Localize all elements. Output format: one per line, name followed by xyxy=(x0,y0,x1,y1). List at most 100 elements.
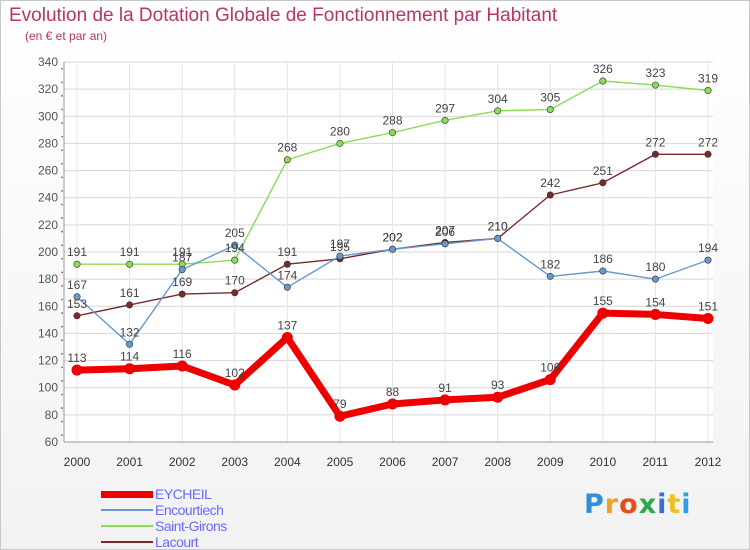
y-tick-label: 240 xyxy=(38,191,58,205)
data-point xyxy=(388,245,396,253)
data-label: 288 xyxy=(382,114,402,128)
data-label: 191 xyxy=(172,245,192,259)
legend-swatch xyxy=(101,490,153,498)
y-minor-tick xyxy=(61,325,63,328)
y-minor-tick xyxy=(61,217,63,219)
legend-item: Encourtiech xyxy=(101,502,227,518)
y-minor-tick xyxy=(61,230,63,233)
logo-letter: P xyxy=(584,489,605,520)
x-tick-label: 2009 xyxy=(537,455,564,469)
data-point xyxy=(231,241,239,249)
data-label: 191 xyxy=(67,245,87,259)
y-tick-label: 220 xyxy=(38,218,58,232)
data-label: 202 xyxy=(382,230,402,244)
x-tick-label: 2002 xyxy=(169,455,196,469)
data-point xyxy=(73,293,81,301)
logo-letter: r xyxy=(604,489,620,520)
data-point xyxy=(231,256,239,264)
y-minor-tick xyxy=(61,162,63,165)
data-point xyxy=(546,272,554,280)
y-minor-tick xyxy=(61,271,63,274)
x-tick-label: 2004 xyxy=(274,455,301,469)
y-minor-tick xyxy=(61,393,63,396)
data-label: 280 xyxy=(330,124,350,138)
y-tick-label: 100 xyxy=(38,381,58,395)
data-label: 268 xyxy=(277,141,297,155)
data-label: 272 xyxy=(698,135,718,149)
y-minor-tick xyxy=(61,434,63,437)
y-tick-label: 180 xyxy=(38,272,58,286)
y-minor-tick xyxy=(61,339,63,342)
data-label: 79 xyxy=(333,397,347,411)
y-minor-tick xyxy=(61,257,63,260)
y-minor-tick xyxy=(61,203,63,206)
data-label: 194 xyxy=(225,241,245,255)
x-tick-label: 2008 xyxy=(484,455,511,469)
data-point xyxy=(229,379,241,391)
x-tick-label: 2007 xyxy=(432,455,459,469)
legend-item: Lacourt xyxy=(101,534,227,550)
data-point xyxy=(73,312,81,320)
data-label: 304 xyxy=(488,92,508,106)
data-point xyxy=(494,234,502,242)
y-tick-label: 200 xyxy=(38,245,58,259)
data-label: 116 xyxy=(173,347,192,361)
data-point xyxy=(546,106,554,114)
proxiti-logo: Proxiti xyxy=(584,489,692,520)
data-label: 106 xyxy=(540,361,560,375)
data-label: 174 xyxy=(277,268,297,282)
y-minor-tick xyxy=(61,67,63,70)
data-point xyxy=(492,391,504,403)
y-minor-tick xyxy=(61,176,63,179)
data-label: 186 xyxy=(593,252,613,266)
data-point xyxy=(704,256,712,264)
data-point xyxy=(599,179,607,187)
y-tick-label: 120 xyxy=(38,354,58,368)
legend-label: EYCHEIL xyxy=(155,486,212,502)
data-point xyxy=(441,116,449,124)
data-label: 91 xyxy=(438,381,452,395)
data-label: 187 xyxy=(172,251,192,265)
data-label: 206 xyxy=(435,225,455,239)
data-point xyxy=(651,81,659,89)
data-point xyxy=(439,394,451,406)
data-label: 151 xyxy=(698,300,718,314)
y-tick-label: 280 xyxy=(38,136,58,150)
y-minor-tick xyxy=(61,244,63,247)
data-label: 161 xyxy=(120,286,140,300)
data-label: 114 xyxy=(120,350,139,364)
data-label: 242 xyxy=(540,176,560,190)
y-minor-tick xyxy=(61,352,63,355)
data-label: 191 xyxy=(277,245,297,259)
data-point xyxy=(283,156,291,164)
data-point xyxy=(231,289,239,297)
data-label: 170 xyxy=(225,274,245,288)
data-label: 210 xyxy=(488,219,508,233)
data-label: 319 xyxy=(698,72,718,86)
x-tick-label: 2011 xyxy=(643,455,669,469)
legend-label: Saint-Girons xyxy=(155,518,227,534)
y-tick-label: 320 xyxy=(38,82,58,96)
data-point xyxy=(283,283,291,291)
data-label: 305 xyxy=(540,91,560,105)
y-minor-tick xyxy=(61,366,63,369)
chart-title: Evolution de la Dotation Globale de Fonc… xyxy=(9,5,558,26)
data-label: 272 xyxy=(645,135,665,149)
y-minor-tick xyxy=(61,108,63,111)
y-tick-label: 260 xyxy=(38,164,58,178)
x-tick-label: 2012 xyxy=(695,455,722,469)
x-tick-label: 2005 xyxy=(327,455,354,469)
data-point xyxy=(176,360,188,372)
x-tick-label: 2000 xyxy=(64,455,91,469)
legend-label: Lacourt xyxy=(155,534,199,550)
data-label: 195 xyxy=(330,240,350,254)
y-minor-tick xyxy=(61,420,63,423)
data-point xyxy=(71,364,83,376)
data-label: 202 xyxy=(382,230,402,244)
y-minor-tick xyxy=(61,285,63,287)
data-label: 323 xyxy=(645,66,665,80)
data-label: 102 xyxy=(225,366,245,380)
legend-swatch xyxy=(101,541,153,543)
logo-letter: x xyxy=(638,489,658,520)
